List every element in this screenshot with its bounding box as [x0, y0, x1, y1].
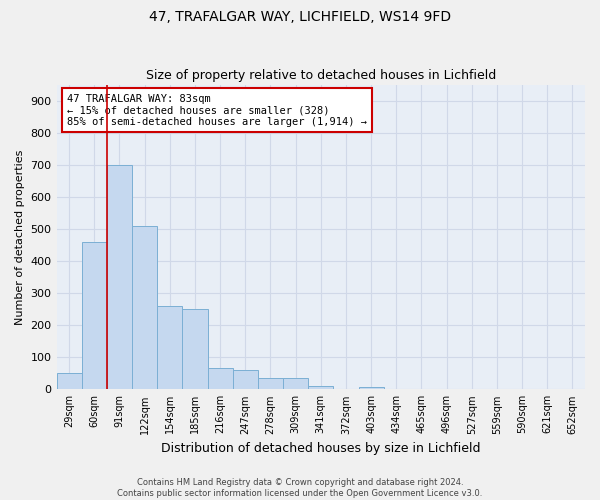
Text: Contains HM Land Registry data © Crown copyright and database right 2024.
Contai: Contains HM Land Registry data © Crown c…	[118, 478, 482, 498]
Title: Size of property relative to detached houses in Lichfield: Size of property relative to detached ho…	[146, 69, 496, 82]
Bar	[359, 386, 383, 390]
Bar	[233, 370, 258, 390]
Text: 47 TRAFALGAR WAY: 83sqm
← 15% of detached houses are smaller (328)
85% of semi-d: 47 TRAFALGAR WAY: 83sqm ← 15% of detache…	[67, 94, 367, 127]
Bar	[107, 165, 132, 390]
Bar	[208, 368, 233, 390]
Text: 47, TRAFALGAR WAY, LICHFIELD, WS14 9FD: 47, TRAFALGAR WAY, LICHFIELD, WS14 9FD	[149, 10, 451, 24]
Bar	[258, 378, 283, 390]
Bar	[308, 386, 334, 390]
Bar	[182, 309, 208, 390]
Bar	[157, 306, 182, 390]
Y-axis label: Number of detached properties: Number of detached properties	[15, 149, 25, 324]
X-axis label: Distribution of detached houses by size in Lichfield: Distribution of detached houses by size …	[161, 442, 481, 455]
Bar	[82, 242, 107, 390]
Bar	[132, 226, 157, 390]
Bar	[283, 378, 308, 390]
Bar	[56, 374, 82, 390]
